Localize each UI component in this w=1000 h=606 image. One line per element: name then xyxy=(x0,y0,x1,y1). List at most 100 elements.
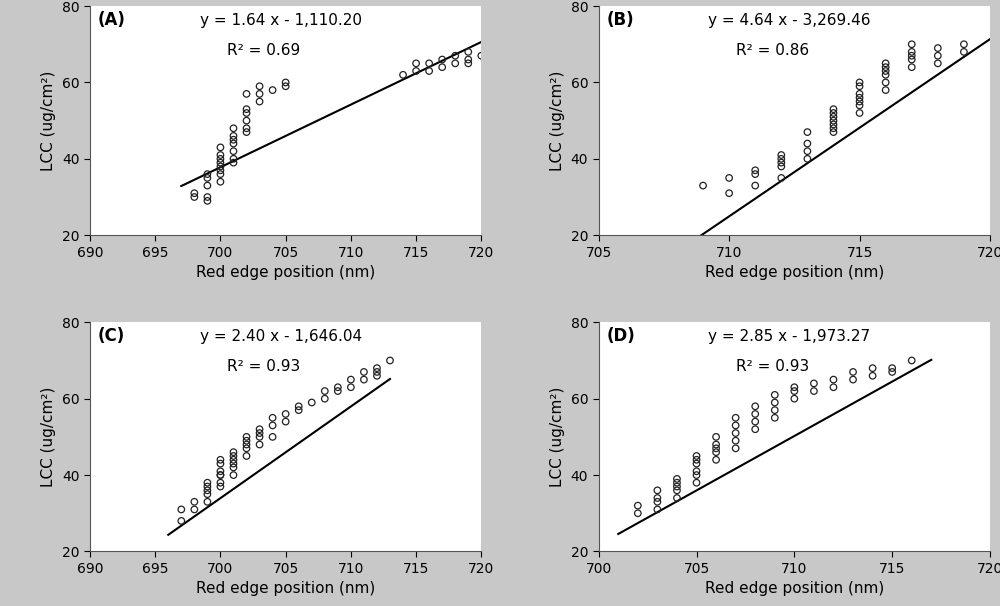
Point xyxy=(447,59,463,68)
Text: y = 4.64 x - 3,269.46: y = 4.64 x - 3,269.46 xyxy=(708,13,871,28)
Point xyxy=(630,508,646,518)
Point xyxy=(212,154,228,164)
Point xyxy=(460,59,476,68)
Point xyxy=(878,85,894,95)
Point xyxy=(395,70,411,79)
Point xyxy=(199,485,215,495)
Point xyxy=(773,173,789,183)
Point xyxy=(708,440,724,450)
Point xyxy=(904,356,920,365)
Point xyxy=(408,66,424,76)
Point xyxy=(421,66,437,76)
Point xyxy=(212,478,228,488)
Point xyxy=(669,493,685,503)
Text: R² = 0.93: R² = 0.93 xyxy=(736,359,809,374)
Point xyxy=(708,455,724,465)
Point xyxy=(212,142,228,152)
Text: R² = 0.69: R² = 0.69 xyxy=(227,43,300,58)
Point xyxy=(199,482,215,491)
Point xyxy=(956,39,972,49)
Text: (C): (C) xyxy=(98,327,125,345)
Point xyxy=(689,478,705,488)
Point xyxy=(773,154,789,164)
Point xyxy=(225,146,241,156)
Point xyxy=(689,451,705,461)
Point xyxy=(317,386,333,396)
Point xyxy=(252,432,268,442)
Point xyxy=(212,169,228,179)
Point xyxy=(747,165,763,175)
Point xyxy=(806,386,822,396)
Point xyxy=(225,158,241,167)
Point xyxy=(225,154,241,164)
Point xyxy=(212,482,228,491)
Point xyxy=(930,51,946,61)
Point xyxy=(369,367,385,377)
Point xyxy=(278,417,294,427)
Point xyxy=(330,386,346,396)
Point xyxy=(825,108,841,118)
Point xyxy=(649,497,665,507)
Point xyxy=(786,394,802,404)
Point xyxy=(265,421,281,430)
Point xyxy=(799,154,815,164)
X-axis label: Red edge position (nm): Red edge position (nm) xyxy=(196,265,375,280)
Point xyxy=(689,459,705,468)
Point xyxy=(343,375,359,384)
Point xyxy=(884,363,900,373)
Point xyxy=(225,462,241,472)
Point xyxy=(421,59,437,68)
Point xyxy=(239,124,255,133)
Point xyxy=(369,363,385,373)
Point xyxy=(212,470,228,480)
Point xyxy=(225,455,241,465)
Point xyxy=(708,432,724,442)
Point xyxy=(806,379,822,388)
Point xyxy=(689,455,705,465)
Point xyxy=(186,505,202,514)
Point xyxy=(747,181,763,190)
Point xyxy=(649,485,665,495)
Point xyxy=(799,139,815,148)
Point xyxy=(369,371,385,381)
Point xyxy=(225,459,241,468)
Point xyxy=(212,162,228,171)
Text: (B): (B) xyxy=(607,11,634,28)
Point xyxy=(695,181,711,190)
Point xyxy=(904,62,920,72)
Point xyxy=(747,402,763,411)
Y-axis label: LCC (ug/cm²): LCC (ug/cm²) xyxy=(550,70,565,171)
Point xyxy=(852,97,868,107)
Point xyxy=(669,485,685,495)
Point xyxy=(186,192,202,202)
Point xyxy=(649,505,665,514)
Point xyxy=(239,116,255,125)
Point xyxy=(265,413,281,422)
Point xyxy=(708,444,724,453)
Point xyxy=(930,59,946,68)
Point xyxy=(239,127,255,137)
Point xyxy=(728,444,744,453)
Text: y = 2.40 x - 1,646.04: y = 2.40 x - 1,646.04 xyxy=(200,329,362,344)
Point xyxy=(747,424,763,434)
Point xyxy=(767,413,783,422)
Point xyxy=(799,127,815,137)
Point xyxy=(865,371,881,381)
Point xyxy=(773,150,789,160)
Point xyxy=(278,409,294,419)
Point xyxy=(212,455,228,465)
Point xyxy=(669,474,685,484)
Point xyxy=(825,104,841,114)
Point xyxy=(239,89,255,99)
Point xyxy=(199,173,215,183)
Point xyxy=(904,39,920,49)
Point xyxy=(728,428,744,438)
Point xyxy=(239,444,255,453)
Point xyxy=(356,367,372,377)
Point xyxy=(473,51,489,61)
Point xyxy=(278,81,294,91)
Point xyxy=(721,173,737,183)
Point xyxy=(728,413,744,422)
Point xyxy=(669,482,685,491)
Point xyxy=(278,78,294,87)
